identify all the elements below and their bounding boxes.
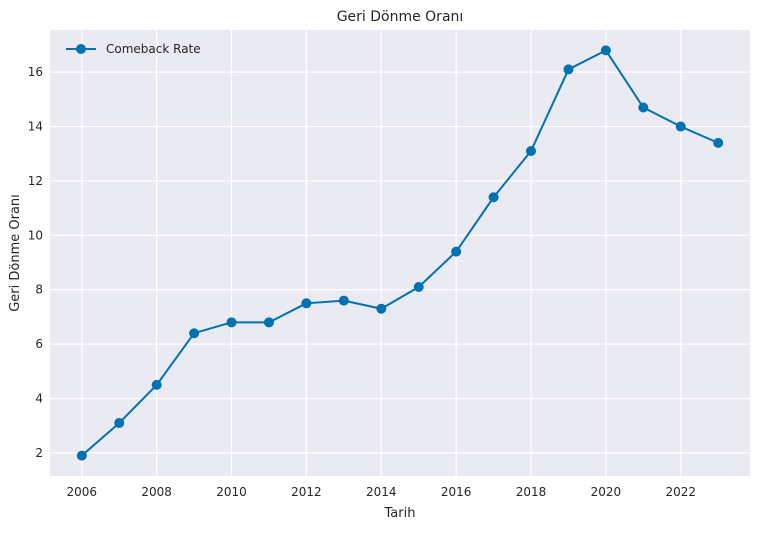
- y-tick-label: 6: [35, 337, 43, 351]
- data-point-2019: [563, 64, 574, 75]
- data-point-2007: [114, 417, 125, 428]
- plot-background: [50, 30, 750, 476]
- x-tick-label: 2008: [141, 485, 172, 499]
- data-point-2023: [713, 137, 724, 148]
- series-line-0: [80, 49, 720, 457]
- x-tick-label: 2006: [67, 485, 98, 499]
- x-tick-label: 2016: [441, 485, 472, 499]
- series-layer: [76, 45, 724, 461]
- x-tick-label: 2012: [291, 485, 322, 499]
- legend-marker-comeback-rate: [76, 44, 86, 54]
- y-tick-label: 8: [35, 283, 43, 297]
- data-point-2016: [451, 246, 462, 257]
- data-point-2006: [76, 450, 87, 461]
- y-tick-label: 10: [28, 228, 43, 242]
- tick-labels: 2006 2008 2010 2012 2014 2016 2018 2020 2022 2 4 6 8…: [28, 65, 696, 499]
- legend: Comeback Rate: [66, 42, 201, 56]
- y-tick-label: 2: [35, 446, 43, 460]
- data-point-2010: [226, 317, 237, 328]
- data-point-2011: [263, 317, 274, 328]
- data-point-2017: [488, 192, 499, 203]
- x-tick-label: 2020: [591, 485, 622, 499]
- x-axis-label: Tarih: [384, 506, 416, 521]
- x-tick-label: 2018: [516, 485, 547, 499]
- data-point-2014: [376, 303, 387, 314]
- data-point-2022: [675, 121, 686, 132]
- legend-label-comeback-rate: Comeback Rate: [106, 42, 201, 56]
- y-tick-label: 16: [28, 65, 43, 79]
- chart-title: Geri Dönme Oranı: [337, 9, 464, 25]
- data-point-2015: [413, 281, 424, 292]
- data-point-2021: [638, 102, 649, 113]
- y-tick-label: 12: [28, 174, 43, 188]
- data-point-2020: [600, 45, 611, 56]
- data-point-2009: [189, 328, 200, 339]
- x-tick-label: 2022: [665, 485, 696, 499]
- data-point-2018: [526, 146, 537, 157]
- x-tick-label: 2010: [216, 485, 247, 499]
- y-tick-label: 14: [28, 120, 43, 134]
- y-tick-label: 4: [35, 391, 43, 405]
- x-tick-label: 2014: [366, 485, 397, 499]
- y-axis-label: Geri Dönme Oranı: [8, 194, 23, 312]
- data-point-2013: [338, 295, 349, 306]
- data-point-2012: [301, 298, 312, 309]
- data-point-2008: [151, 379, 162, 390]
